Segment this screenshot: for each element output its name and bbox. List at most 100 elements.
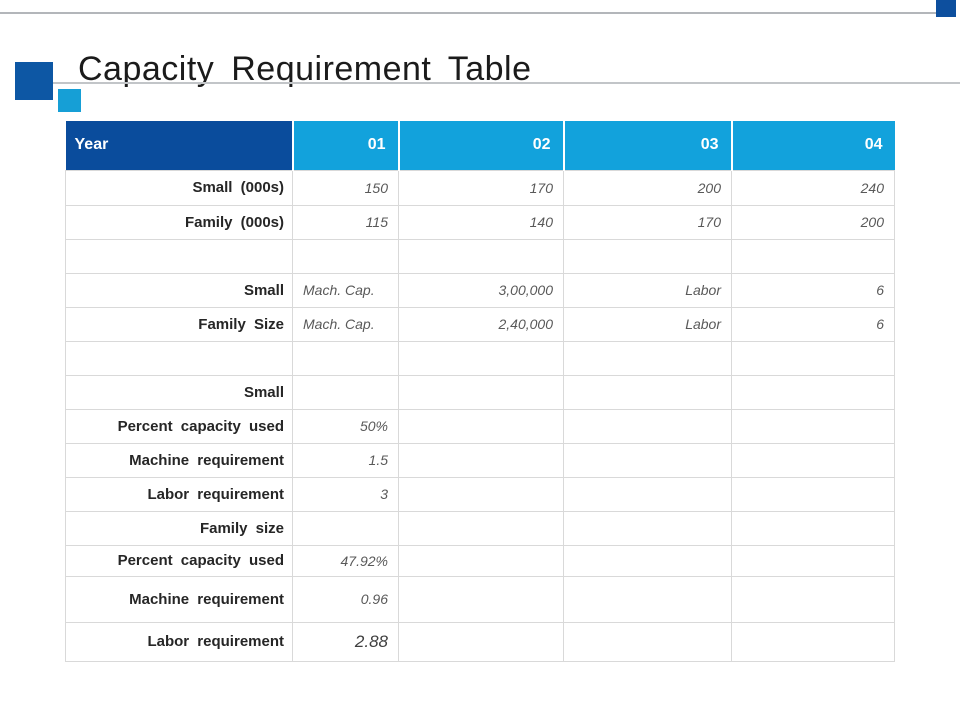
data-cell	[292, 374, 399, 410]
data-cell	[731, 510, 895, 546]
data-cell: 140	[398, 204, 564, 240]
data-cell	[563, 621, 732, 662]
data-cell	[731, 374, 895, 410]
row-label-cell	[65, 238, 293, 274]
row-label-cell	[65, 340, 293, 376]
table-row: Percent capacity used 50%	[65, 408, 895, 444]
data-cell	[398, 374, 564, 410]
data-cell	[563, 544, 732, 577]
row-label-cell: Machine requirement	[65, 575, 293, 623]
row-label-cell: Family (000s)	[65, 204, 293, 240]
top-divider-line	[0, 12, 936, 14]
data-cell: 0.96	[292, 575, 399, 623]
data-cell: Mach. Cap.	[292, 306, 399, 342]
table-row: Machine requirement 1.5	[65, 442, 895, 478]
data-cell: 150	[292, 169, 399, 206]
title-underline	[53, 82, 960, 84]
table-row: Family size	[65, 510, 895, 546]
data-cell: 170	[398, 169, 564, 206]
data-cell	[731, 340, 895, 376]
row-label-cell: Family size	[65, 510, 293, 546]
data-cell	[398, 442, 564, 478]
header-cell-03: 03	[562, 121, 732, 170]
table-row: Family Size Mach. Cap. 2,40,000 Labor 6	[65, 306, 895, 342]
data-cell	[398, 340, 564, 376]
table-row: Labor requirement 3	[65, 476, 895, 512]
data-cell	[731, 476, 895, 512]
data-cell	[563, 238, 732, 274]
row-label-cell: Percent capacity used	[65, 408, 293, 444]
capacity-table-container: Year 01 02 03 04 Small (000s) 150 170 200 240 Fam…	[65, 121, 895, 662]
data-cell	[563, 374, 732, 410]
data-cell	[563, 476, 732, 512]
data-cell	[731, 408, 895, 444]
data-cell	[398, 238, 564, 274]
table-row: Small	[65, 374, 895, 410]
corner-accent-square	[936, 0, 956, 17]
header-cell-02: 02	[397, 121, 564, 170]
table-row: Family (000s) 115 140 170 200	[65, 204, 895, 240]
data-cell	[292, 510, 399, 546]
row-label-cell: Small	[65, 272, 293, 308]
row-label-cell: Small	[65, 374, 293, 410]
data-cell: Mach. Cap.	[292, 272, 399, 308]
header-cell-04: 04	[730, 121, 895, 170]
table-row: Machine requirement 0.96	[65, 575, 895, 623]
row-label-cell: Machine requirement	[65, 442, 293, 478]
table-header-row: Year 01 02 03 04	[65, 121, 895, 170]
data-cell	[563, 408, 732, 444]
data-cell: 170	[563, 204, 732, 240]
data-cell	[731, 544, 895, 577]
data-cell: 200	[731, 204, 895, 240]
row-label-cell: Small (000s)	[65, 169, 293, 206]
data-cell	[563, 442, 732, 478]
capacity-table: Year 01 02 03 04 Small (000s) 150 170 200 240 Fam…	[65, 121, 895, 662]
header-cell-year: Year	[65, 121, 293, 170]
data-cell: 3,00,000	[398, 272, 564, 308]
row-label-cell: Labor requirement	[65, 621, 293, 662]
data-cell	[398, 476, 564, 512]
data-cell	[398, 575, 564, 623]
data-cell	[292, 238, 399, 274]
data-cell	[563, 575, 732, 623]
data-cell: 240	[731, 169, 895, 206]
data-cell	[731, 442, 895, 478]
data-cell: 47.92%	[292, 544, 399, 577]
data-cell: 115	[292, 204, 399, 240]
table-row: Small Mach. Cap. 3,00,000 Labor 6	[65, 272, 895, 308]
header-cell-01: 01	[291, 121, 399, 170]
data-cell: 1.5	[292, 442, 399, 478]
data-cell: Labor	[563, 272, 732, 308]
data-cell: 2.88	[292, 621, 399, 662]
table-row: Small (000s) 150 170 200 240	[65, 169, 895, 206]
data-cell	[398, 510, 564, 546]
data-cell	[731, 238, 895, 274]
data-cell	[292, 340, 399, 376]
data-cell	[563, 340, 732, 376]
row-label-cell: Family Size	[65, 306, 293, 342]
data-cell	[563, 510, 732, 546]
data-cell: 50%	[292, 408, 399, 444]
data-cell: 3	[292, 476, 399, 512]
data-cell	[731, 621, 895, 662]
data-cell: 6	[731, 272, 895, 308]
data-cell: 200	[563, 169, 732, 206]
data-cell: 6	[731, 306, 895, 342]
table-row: Labor requirement 2.88	[65, 621, 895, 662]
data-cell	[398, 544, 564, 577]
page-title: Capacity Requirement Table	[78, 49, 532, 88]
row-label-cell: Percent capacity used	[65, 544, 293, 577]
table-row	[65, 340, 895, 376]
data-cell: Labor	[563, 306, 732, 342]
table-row	[65, 238, 895, 274]
data-cell	[398, 621, 564, 662]
data-cell: 2,40,000	[398, 306, 564, 342]
row-label-cell: Labor requirement	[65, 476, 293, 512]
data-cell	[398, 408, 564, 444]
table-row: Percent capacity used 47.92%	[65, 544, 895, 577]
table-body: Small (000s) 150 170 200 240 Family (000s) 115…	[65, 169, 895, 662]
title-accent-square-dark	[15, 62, 53, 100]
data-cell	[731, 575, 895, 623]
title-accent-square-cyan	[58, 89, 81, 112]
